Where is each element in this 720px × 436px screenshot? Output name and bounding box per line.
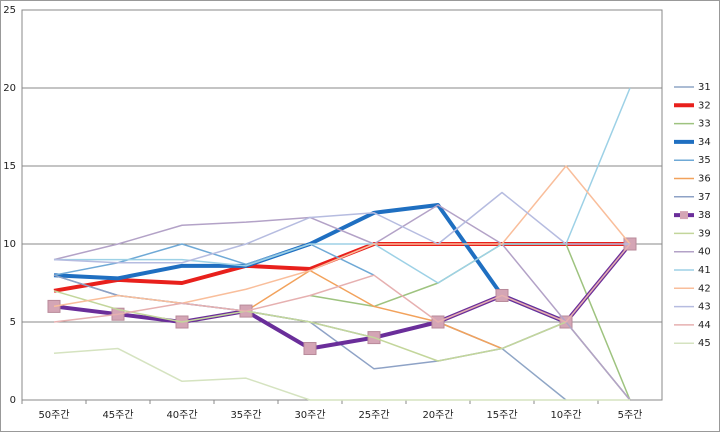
series-line bbox=[53, 204, 631, 401]
y-tick-label: 15 bbox=[3, 161, 16, 172]
y-tick-label: 20 bbox=[3, 83, 16, 94]
y-tick-label: 5 bbox=[10, 317, 16, 328]
legend-label: 32 bbox=[698, 100, 711, 111]
legend-label: 42 bbox=[698, 283, 711, 294]
legend-label: 31 bbox=[698, 82, 711, 93]
x-tick-label: 50주간 bbox=[38, 409, 69, 421]
x-tick-label: 15주간 bbox=[486, 409, 517, 421]
series-line bbox=[53, 243, 631, 323]
series-marker bbox=[303, 342, 317, 356]
y-tick-label: 0 bbox=[10, 395, 16, 406]
legend-label: 40 bbox=[698, 247, 711, 258]
legend-label: 44 bbox=[698, 320, 711, 331]
legend-label: 41 bbox=[698, 265, 711, 276]
x-tick-label: 10주간 bbox=[550, 409, 581, 421]
x-tick-label: 35주간 bbox=[230, 409, 261, 421]
x-tick-label: 25주간 bbox=[358, 409, 389, 421]
y-tick-label: 25 bbox=[3, 5, 16, 16]
series-line bbox=[53, 191, 630, 264]
legend-label: 37 bbox=[698, 192, 711, 203]
legend-label: 36 bbox=[698, 174, 711, 185]
y-tick-label: 10 bbox=[3, 239, 16, 250]
legend-label: 35 bbox=[698, 155, 711, 166]
x-tick-label: 40주간 bbox=[166, 409, 197, 421]
x-tick-label: 5주간 bbox=[618, 409, 643, 421]
legend-label: 34 bbox=[698, 137, 711, 148]
legend-label: 39 bbox=[698, 228, 711, 239]
x-tick-label: 45주간 bbox=[102, 409, 133, 421]
legend-label: 45 bbox=[698, 338, 711, 349]
legend-label: 38 bbox=[698, 210, 711, 221]
legend-label: 43 bbox=[698, 302, 711, 313]
legend-marker bbox=[680, 211, 688, 220]
series-line bbox=[53, 347, 630, 401]
series-line bbox=[53, 290, 631, 401]
legend-label: 33 bbox=[698, 119, 711, 130]
series-line bbox=[53, 165, 631, 308]
x-tick-label: 30주간 bbox=[294, 409, 325, 421]
series-line bbox=[54, 87, 631, 284]
x-tick-label: 20주간 bbox=[422, 409, 453, 421]
